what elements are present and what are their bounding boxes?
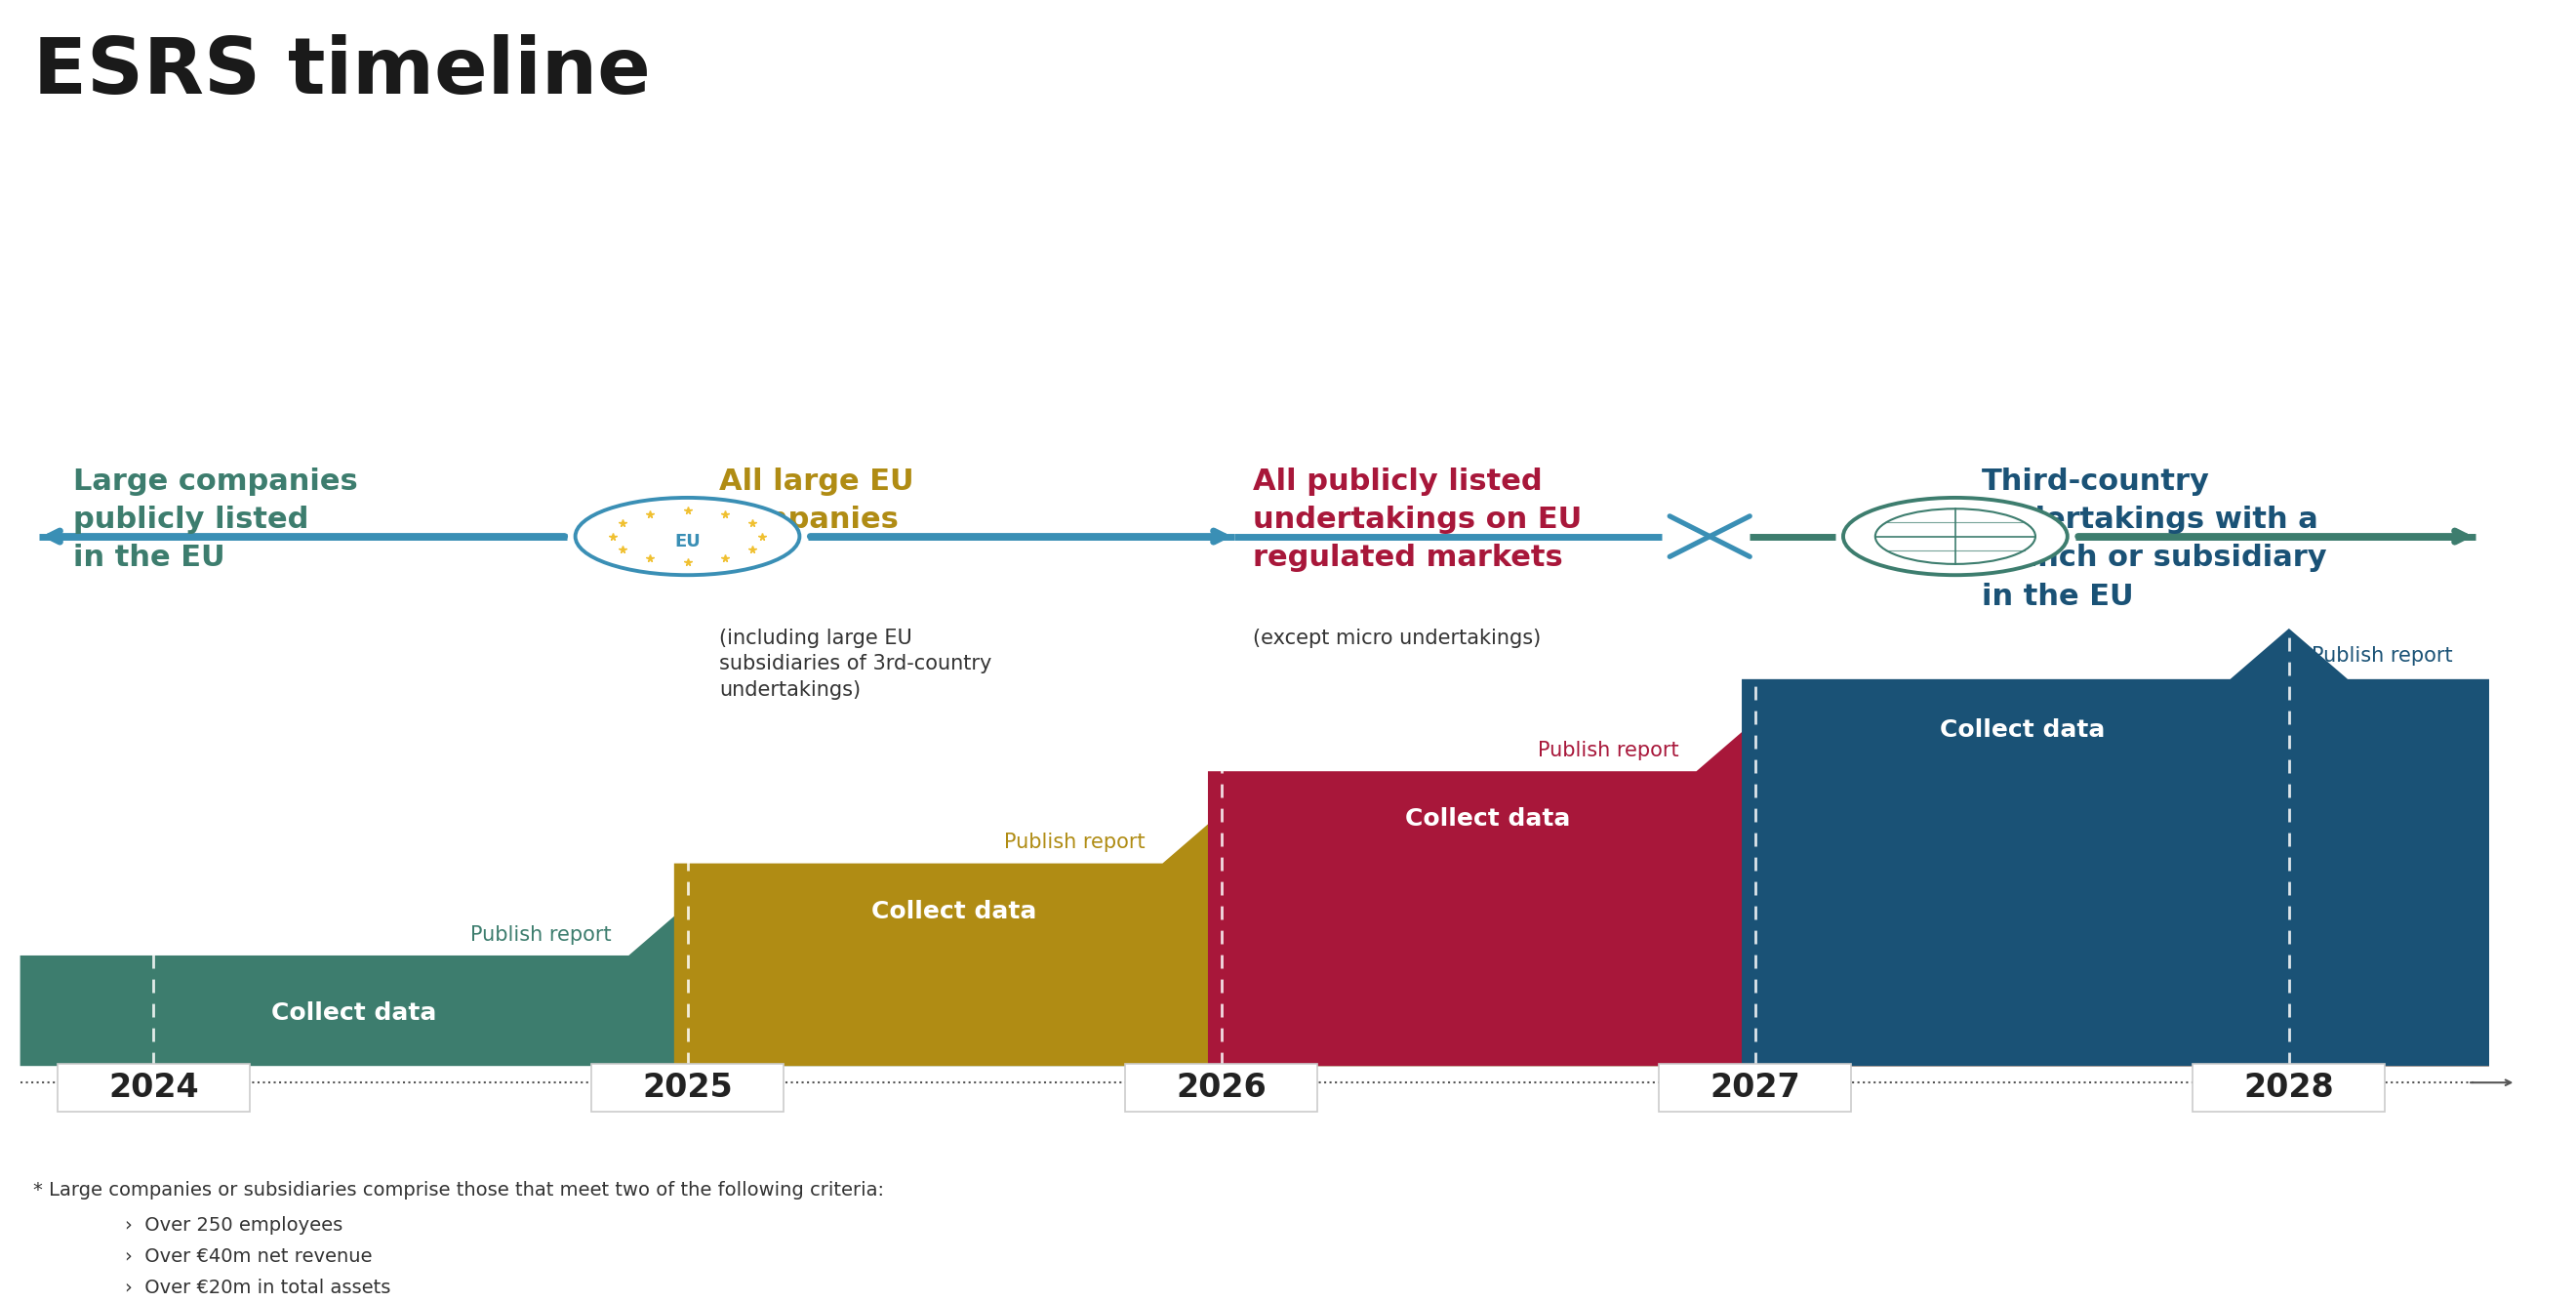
Text: Large companies
publicly listed
in the EU: Large companies publicly listed in the E… (75, 467, 358, 573)
Text: Publish report: Publish report (469, 924, 611, 944)
Text: 2028: 2028 (2244, 1072, 2334, 1104)
Polygon shape (675, 812, 2488, 1066)
Text: Collect data: Collect data (871, 900, 1038, 923)
Text: 2026: 2026 (1177, 1072, 1267, 1104)
FancyBboxPatch shape (2192, 1064, 2385, 1112)
Text: 2025: 2025 (641, 1072, 732, 1104)
Polygon shape (1741, 629, 2488, 1066)
Text: All publicly listed
undertakings on EU
regulated markets: All publicly listed undertakings on EU r… (1255, 467, 1582, 573)
Text: ›  Over 250 employees: › Over 250 employees (100, 1216, 343, 1234)
Text: EU: EU (675, 533, 701, 551)
FancyBboxPatch shape (1659, 1064, 1852, 1112)
Circle shape (574, 497, 799, 575)
Text: Publish report: Publish report (2311, 646, 2452, 665)
Text: (except micro undertakings): (except micro undertakings) (1255, 629, 1540, 648)
Text: ›  Over €40m net revenue: › Over €40m net revenue (100, 1247, 371, 1266)
Text: Collect data: Collect data (1406, 807, 1571, 831)
Text: Publish report: Publish report (1538, 741, 1680, 760)
Text: ESRS timeline: ESRS timeline (33, 34, 652, 111)
FancyBboxPatch shape (57, 1064, 250, 1112)
Text: Collect data: Collect data (1940, 719, 2105, 742)
FancyBboxPatch shape (1126, 1064, 1316, 1112)
Text: Collect data: Collect data (270, 1001, 435, 1025)
Circle shape (1844, 497, 2069, 575)
Polygon shape (1208, 720, 2488, 1066)
Text: Publish report: Publish report (1005, 833, 1144, 853)
Text: 2024: 2024 (108, 1072, 198, 1104)
Text: (including large EU
subsidiaries of 3rd-country
undertakings): (including large EU subsidiaries of 3rd-… (719, 629, 992, 699)
Text: ›  Over €20m in total assets: › Over €20m in total assets (100, 1279, 392, 1297)
Polygon shape (21, 905, 2488, 1066)
Text: All large EU
companies: All large EU companies (719, 467, 914, 534)
Text: 2027: 2027 (1710, 1072, 1801, 1104)
Text: Third-country
undertakings with a
branch or subsidiary
in the EU: Third-country undertakings with a branch… (1981, 467, 2326, 611)
FancyBboxPatch shape (592, 1064, 783, 1112)
Text: * Large companies or subsidiaries comprise those that meet two of the following : * Large companies or subsidiaries compri… (33, 1181, 884, 1199)
